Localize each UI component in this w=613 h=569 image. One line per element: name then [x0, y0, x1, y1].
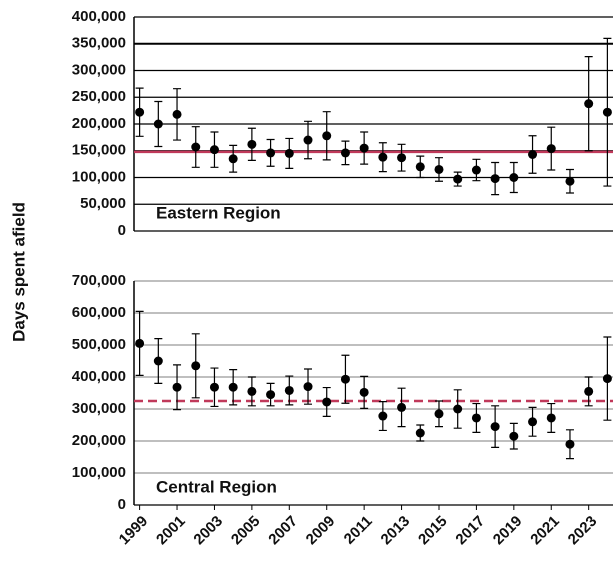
- data-point: [153, 356, 163, 366]
- y-tick-label: 600,000: [72, 304, 126, 321]
- x-tick-label: 2019: [490, 513, 526, 549]
- data-point: [209, 382, 219, 392]
- x-tick-label: 2003: [190, 513, 226, 549]
- y-tick-label: 200,000: [72, 432, 126, 449]
- data-point: [471, 413, 481, 423]
- x-tick-label: 2023: [565, 513, 601, 549]
- data-point: [228, 154, 238, 164]
- panel-label: Central Region: [156, 477, 277, 496]
- y-tick-label: 250,000: [72, 88, 126, 105]
- data-point: [266, 390, 276, 400]
- data-point: [397, 402, 407, 412]
- y-tick-label: 400,000: [72, 368, 126, 385]
- data-point: [584, 99, 594, 109]
- data-point: [303, 382, 313, 392]
- data-point: [471, 165, 481, 175]
- data-point: [172, 109, 182, 119]
- data-point: [191, 361, 201, 371]
- y-tick-label: 300,000: [72, 61, 126, 78]
- data-point: [565, 176, 575, 186]
- y-tick-label: 400,000: [72, 8, 126, 25]
- x-tick-label: 2013: [378, 513, 414, 549]
- data-point: [228, 382, 238, 392]
- data-point: [528, 149, 538, 159]
- data-point: [135, 107, 145, 117]
- data-point: [247, 386, 257, 396]
- data-point: [453, 174, 463, 184]
- data-point: [340, 148, 350, 158]
- data-point: [378, 411, 388, 421]
- y-tick-label: 0: [118, 496, 126, 513]
- data-point: [322, 131, 332, 141]
- data-point: [415, 428, 425, 438]
- data-point: [528, 417, 538, 427]
- data-point: [322, 397, 332, 407]
- y-tick-label: 200,000: [72, 115, 126, 132]
- y-axis-label: Days spent afield: [9, 202, 28, 342]
- data-point: [546, 144, 556, 154]
- y-tick-label: 0: [118, 222, 126, 239]
- y-tick-label: 150,000: [72, 142, 126, 159]
- y-tick-label: 350,000: [72, 35, 126, 52]
- y-tick-label: 100,000: [72, 464, 126, 481]
- data-point: [490, 174, 500, 184]
- data-point: [284, 148, 294, 158]
- y-tick-label: 50,000: [80, 195, 126, 212]
- x-tick-label: 2007: [265, 513, 301, 549]
- data-point: [509, 431, 519, 441]
- data-point: [266, 148, 276, 158]
- data-point: [209, 145, 219, 155]
- data-point: [303, 135, 313, 145]
- panel-label: Eastern Region: [156, 203, 281, 222]
- data-point: [340, 374, 350, 384]
- data-point: [602, 374, 612, 384]
- x-tick-label: 2011: [341, 513, 376, 548]
- x-tick-label: 2001: [153, 513, 189, 549]
- data-point: [172, 382, 182, 392]
- data-point: [565, 439, 575, 449]
- data-point: [509, 173, 519, 182]
- data-point: [247, 139, 257, 149]
- data-point: [135, 338, 145, 348]
- x-tick-label: 2005: [228, 513, 264, 549]
- x-tick-label: 2009: [303, 513, 339, 549]
- data-point: [284, 385, 294, 395]
- data-point: [602, 107, 612, 117]
- data-point: [453, 404, 463, 414]
- data-point: [191, 142, 201, 152]
- data-point: [584, 386, 594, 396]
- data-point: [397, 153, 407, 163]
- data-point: [434, 409, 444, 419]
- data-point: [153, 119, 163, 129]
- x-tick-label: 2017: [452, 513, 488, 549]
- data-point: [434, 164, 444, 174]
- y-tick-label: 700,000: [72, 272, 126, 289]
- data-point: [378, 152, 388, 162]
- data-point: [415, 162, 425, 172]
- x-tick-label: 2015: [415, 513, 451, 549]
- y-tick-label: 100,000: [72, 168, 126, 185]
- y-tick-label: 500,000: [72, 336, 126, 353]
- data-point: [359, 387, 369, 397]
- x-tick-label: 2021: [527, 513, 563, 549]
- x-tick-label: 1999: [116, 513, 152, 549]
- data-point: [546, 413, 556, 423]
- data-point: [359, 143, 369, 153]
- y-tick-label: 300,000: [72, 400, 126, 417]
- data-point: [490, 422, 500, 432]
